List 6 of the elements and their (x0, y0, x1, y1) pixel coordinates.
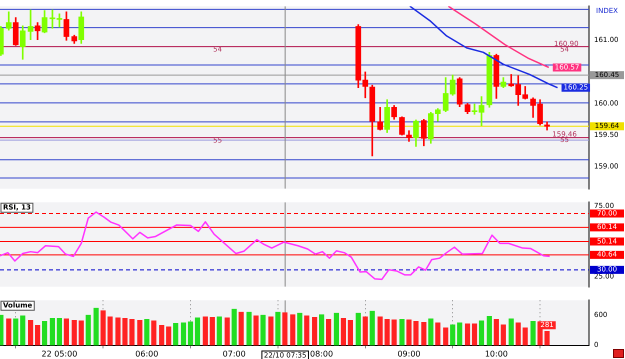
x-tick-label: 22 05:00 (42, 349, 78, 358)
x-tick-label: 07:00 (222, 349, 246, 358)
x-tick-label: 08:00 (310, 349, 334, 358)
x-tick-label: 06:00 (135, 349, 158, 358)
x-tick-label: 10:00 (484, 349, 508, 358)
x-tick-label: 09:00 (397, 349, 421, 358)
